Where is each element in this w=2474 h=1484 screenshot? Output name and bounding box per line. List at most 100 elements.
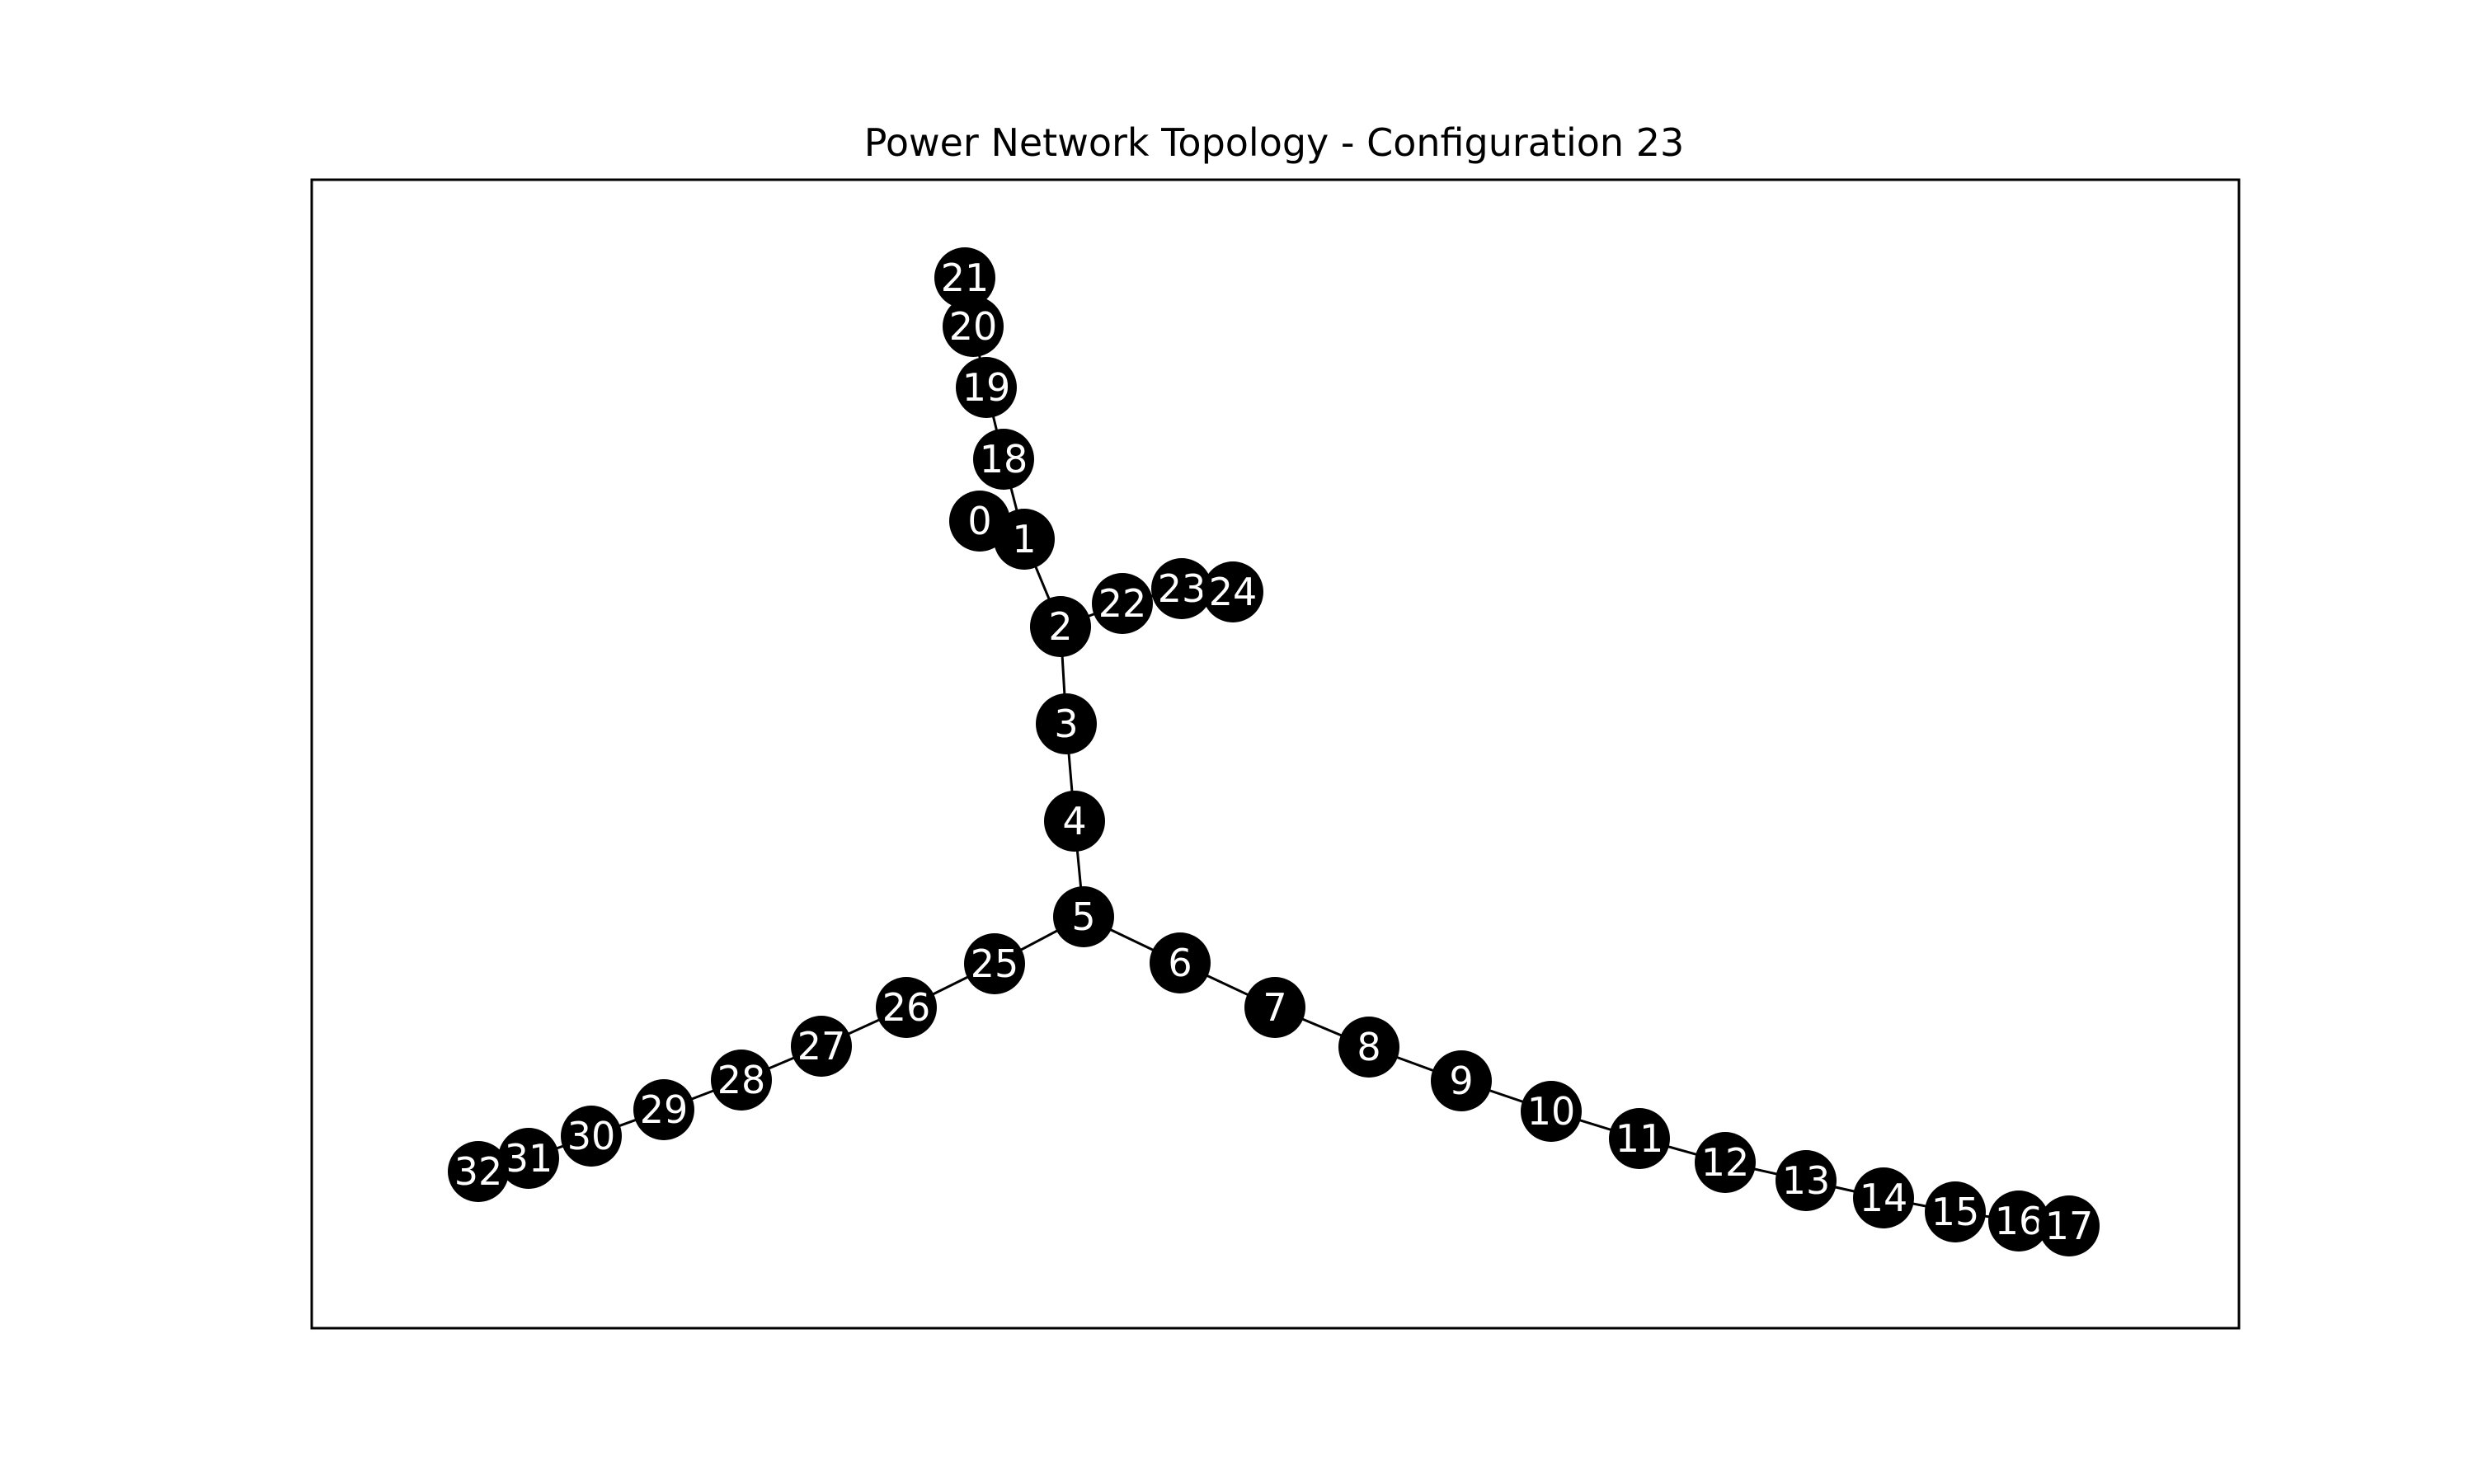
node-13: 13 <box>1776 1150 1837 1211</box>
node-circle <box>1151 558 1212 619</box>
node-9: 9 <box>1431 1050 1492 1111</box>
node-circle <box>791 1016 852 1077</box>
node-label: 19 <box>962 365 1011 410</box>
node-label: 28 <box>717 1058 766 1102</box>
node-circle <box>1202 561 1263 622</box>
node-label: 15 <box>1931 1190 1980 1234</box>
node-14: 14 <box>1853 1167 1914 1228</box>
node-label: 23 <box>1158 566 1206 611</box>
node-circle <box>633 1079 694 1140</box>
node-32: 32 <box>448 1141 509 1202</box>
node-label: 7 <box>1263 985 1286 1030</box>
node-circle <box>964 933 1025 994</box>
node-circle <box>973 429 1034 490</box>
node-circle <box>1521 1081 1582 1142</box>
node-1: 1 <box>994 509 1055 570</box>
node-25: 25 <box>964 933 1025 994</box>
node-label: 17 <box>2045 1204 2094 1248</box>
node-label: 9 <box>1449 1059 1473 1103</box>
node-28: 28 <box>711 1050 772 1111</box>
node-circle <box>956 357 1017 418</box>
node-label: 24 <box>1209 570 1258 614</box>
plot-frame <box>310 178 2241 1330</box>
node-circle <box>561 1106 622 1167</box>
node-27: 27 <box>791 1016 852 1077</box>
node-circle <box>994 509 1055 570</box>
node-label: 13 <box>1782 1158 1831 1203</box>
node-7: 7 <box>1244 977 1305 1038</box>
node-20: 20 <box>943 296 1004 357</box>
node-circle <box>1150 932 1211 993</box>
node-label: 26 <box>882 985 931 1030</box>
node-label: 27 <box>797 1024 846 1068</box>
node-21: 21 <box>934 247 995 308</box>
node-circle <box>1244 977 1305 1038</box>
node-16: 16 <box>1988 1190 2049 1252</box>
chart-title: Power Network Topology - Configuration 2… <box>864 120 1684 165</box>
node-label: 2 <box>1048 604 1072 649</box>
node-label: 3 <box>1054 702 1078 746</box>
node-17: 17 <box>2039 1195 2100 1256</box>
node-label: 22 <box>1098 581 1147 626</box>
node-label: 20 <box>949 304 998 349</box>
node-18: 18 <box>973 429 1034 490</box>
node-circle <box>934 247 995 308</box>
node-label: 11 <box>1616 1116 1664 1161</box>
node-circle <box>1609 1108 1670 1169</box>
node-label: 18 <box>980 437 1028 481</box>
node-30: 30 <box>561 1106 622 1167</box>
node-31: 31 <box>498 1128 559 1189</box>
node-circle <box>1925 1181 1986 1242</box>
node-15: 15 <box>1925 1181 1986 1242</box>
node-circle <box>711 1050 772 1111</box>
node-label: 10 <box>1527 1089 1576 1134</box>
node-29: 29 <box>633 1079 694 1140</box>
node-circle <box>1695 1132 1756 1193</box>
node-circle <box>1036 693 1097 754</box>
node-label: 4 <box>1062 799 1086 843</box>
node-24: 24 <box>1202 561 1263 622</box>
node-label: 29 <box>640 1087 689 1132</box>
node-label: 16 <box>1995 1199 2044 1243</box>
node-label: 30 <box>567 1114 616 1158</box>
node-label: 6 <box>1168 941 1192 985</box>
node-3: 3 <box>1036 693 1097 754</box>
node-23: 23 <box>1151 558 1212 619</box>
node-circle <box>1044 791 1105 852</box>
node-circle <box>1988 1190 2049 1252</box>
node-circle <box>876 977 937 1038</box>
node-4: 4 <box>1044 791 1105 852</box>
node-22: 22 <box>1092 573 1153 634</box>
node-5: 5 <box>1053 886 1114 947</box>
node-circle <box>1853 1167 1914 1228</box>
node-11: 11 <box>1609 1108 1670 1169</box>
node-2: 2 <box>1030 596 1091 657</box>
node-19: 19 <box>956 357 1017 418</box>
node-label: 31 <box>505 1136 553 1181</box>
node-8: 8 <box>1338 1017 1399 1078</box>
node-label: 1 <box>1012 517 1036 561</box>
node-label: 5 <box>1071 895 1095 939</box>
node-26: 26 <box>876 977 937 1038</box>
node-circle <box>498 1128 559 1189</box>
node-label: 21 <box>941 256 990 300</box>
node-circle <box>943 296 1004 357</box>
node-12: 12 <box>1695 1132 1756 1193</box>
node-label: 12 <box>1701 1140 1750 1185</box>
node-circle <box>2039 1195 2100 1256</box>
node-label: 32 <box>454 1149 503 1194</box>
node-6: 6 <box>1150 932 1211 993</box>
node-circle <box>1776 1150 1837 1211</box>
node-circle <box>1053 886 1114 947</box>
node-10: 10 <box>1521 1081 1582 1142</box>
node-circle <box>1338 1017 1399 1078</box>
node-circle <box>1030 596 1091 657</box>
node-label: 14 <box>1860 1176 1908 1220</box>
node-circle <box>448 1141 509 1202</box>
node-circle <box>1092 573 1153 634</box>
node-label: 0 <box>967 499 991 543</box>
node-circle <box>1431 1050 1492 1111</box>
